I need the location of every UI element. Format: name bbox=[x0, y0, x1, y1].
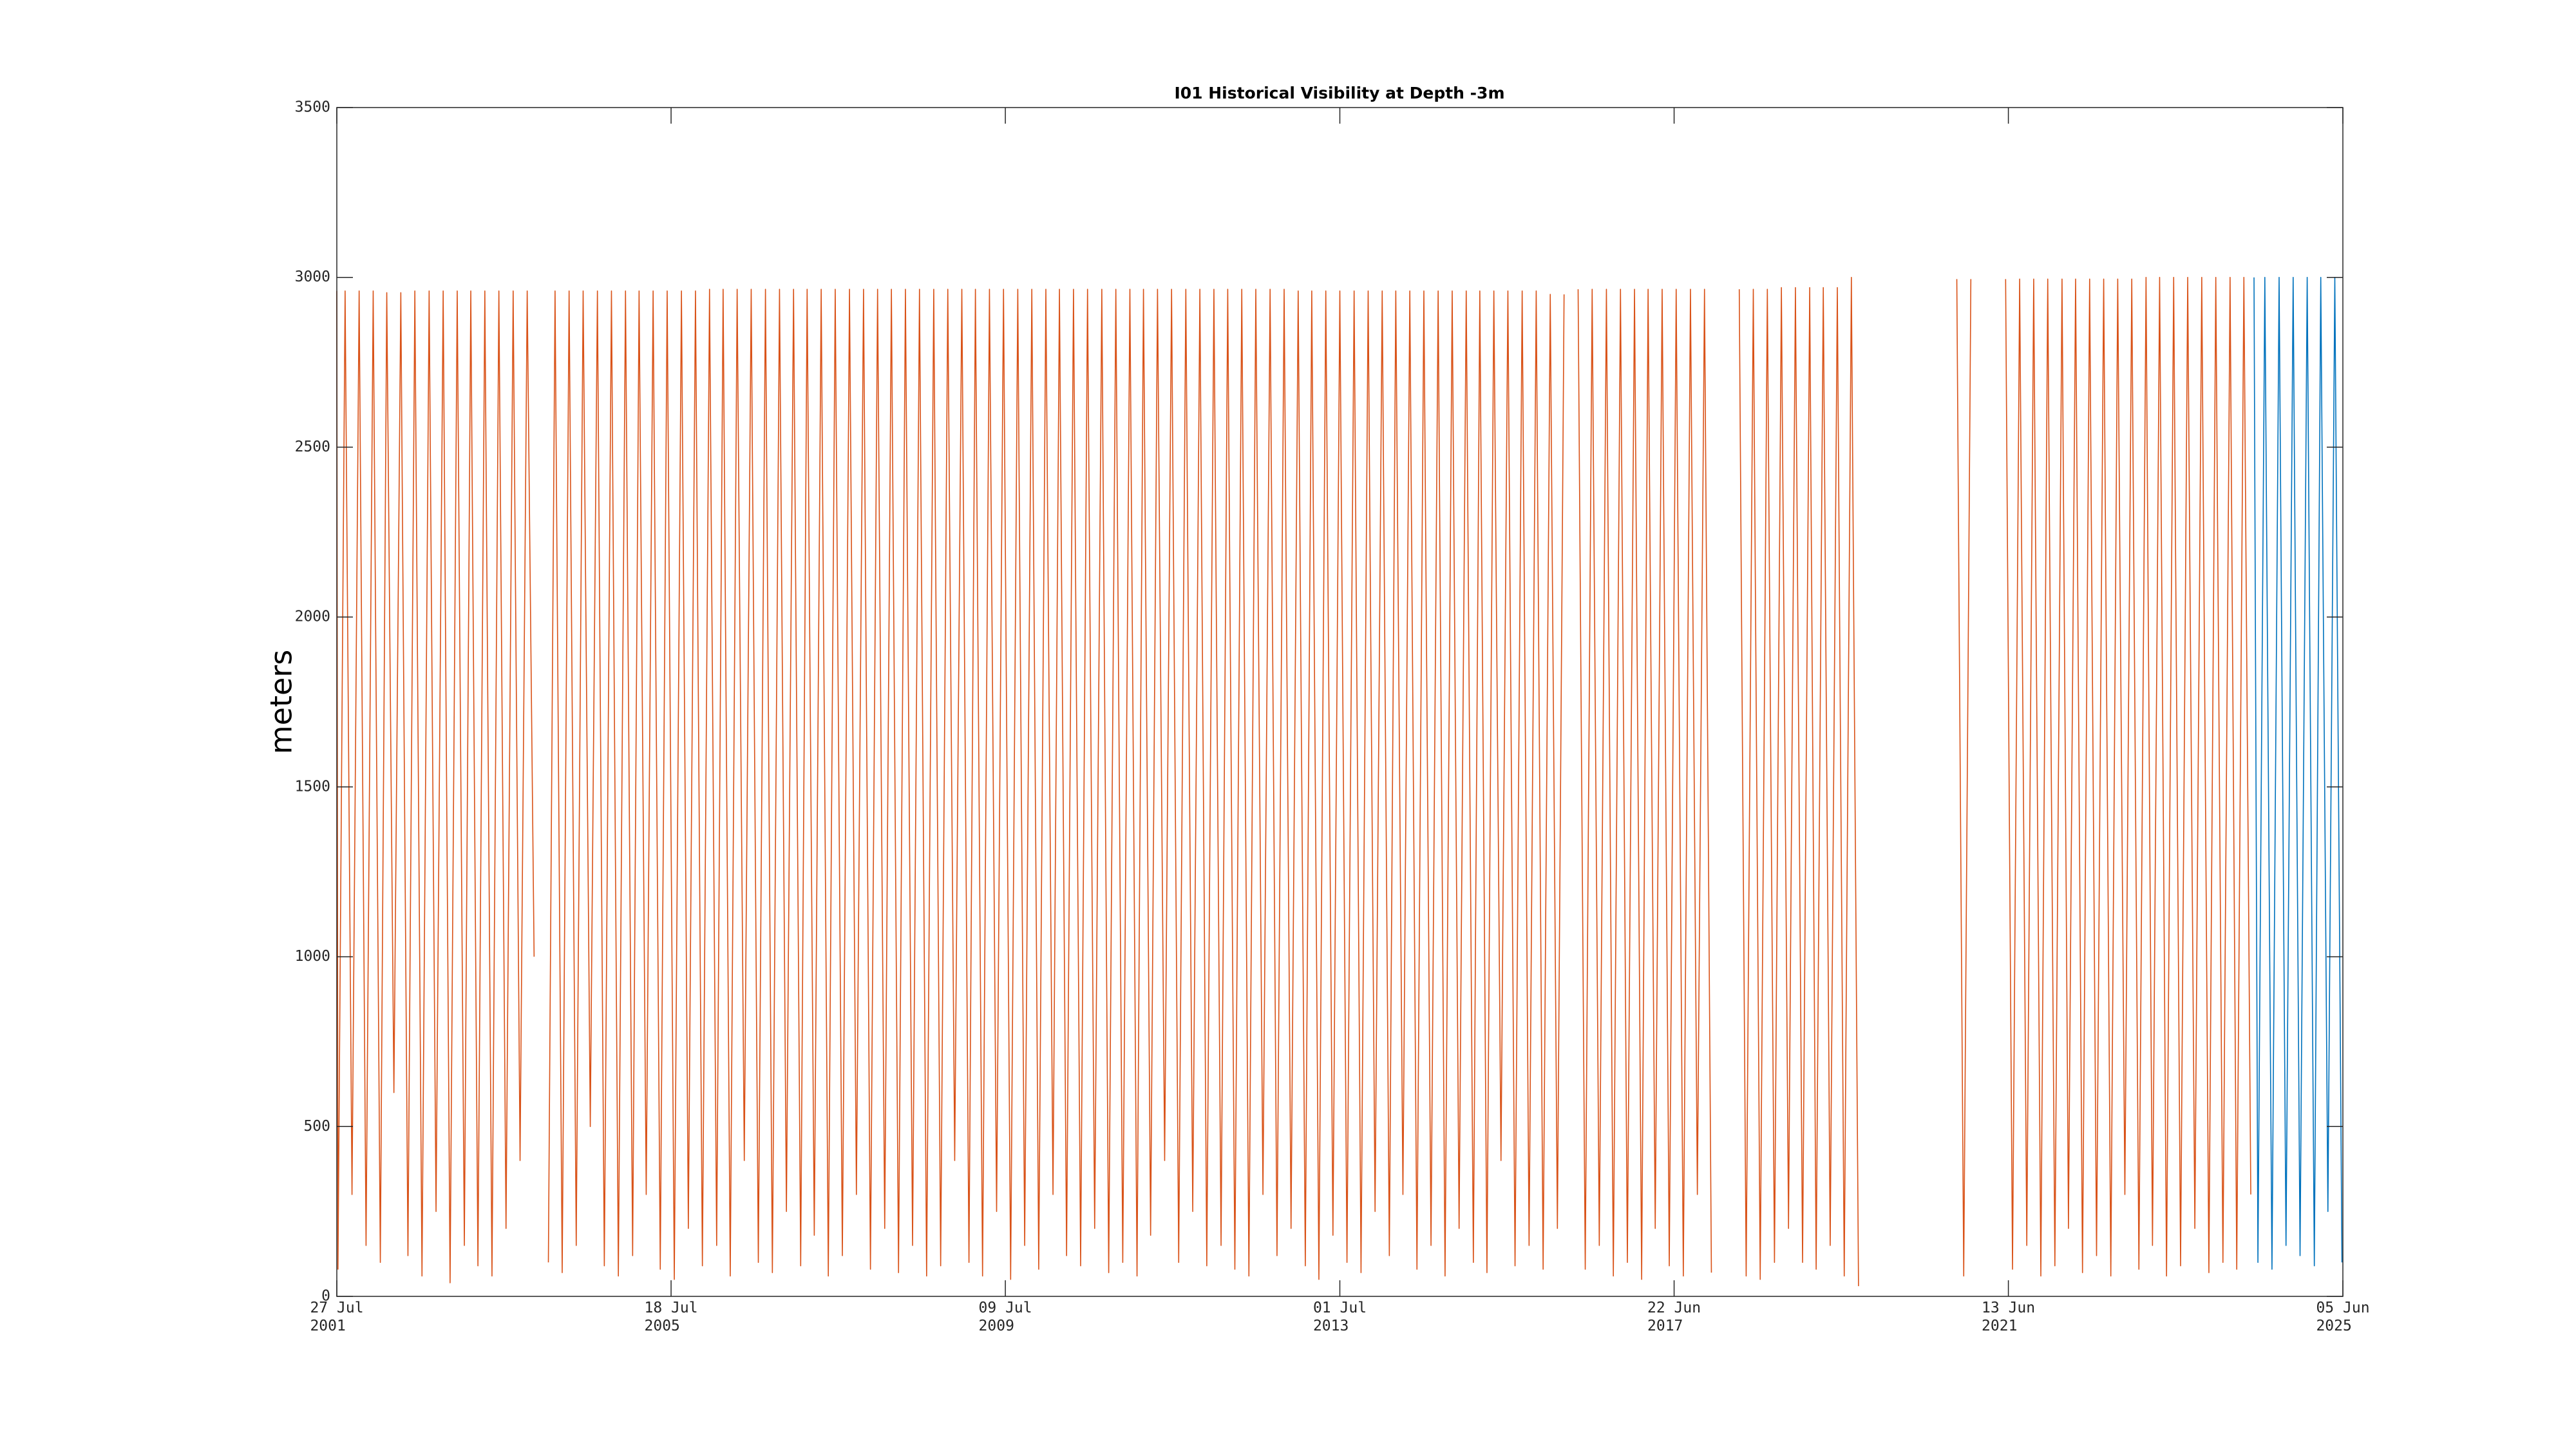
y-tick-label: 2000 bbox=[295, 609, 330, 625]
y-tick-label: 0 bbox=[321, 1288, 330, 1305]
y-tick-label: 3500 bbox=[295, 99, 330, 116]
chart-title: I01 Historical Visibility at Depth -3m bbox=[1174, 84, 1504, 102]
x-tick-label: 18 Jul 2005 bbox=[644, 1300, 698, 1334]
y-tick-label: 1500 bbox=[295, 778, 330, 795]
y-axis-label: meters bbox=[264, 650, 299, 754]
y-tick-label: 500 bbox=[303, 1118, 330, 1135]
y-tick-label: 3000 bbox=[295, 269, 330, 285]
y-tick-label: 2500 bbox=[295, 439, 330, 455]
y-tick-label: 1000 bbox=[295, 948, 330, 965]
data-line bbox=[2253, 276, 2343, 1270]
x-tick-label: 27 Jul 2001 bbox=[310, 1300, 364, 1334]
x-tick-label: 13 Jun 2021 bbox=[1982, 1300, 2036, 1334]
x-tick-label: 01 Jul 2013 bbox=[1312, 1300, 1367, 1334]
x-tick-label: 22 Jun 2017 bbox=[1647, 1300, 1701, 1334]
data-line bbox=[336, 276, 2251, 1287]
x-tick-label: 09 Jul 2009 bbox=[978, 1300, 1032, 1334]
x-tick-label: 05 Jun 2025 bbox=[2316, 1300, 2370, 1334]
